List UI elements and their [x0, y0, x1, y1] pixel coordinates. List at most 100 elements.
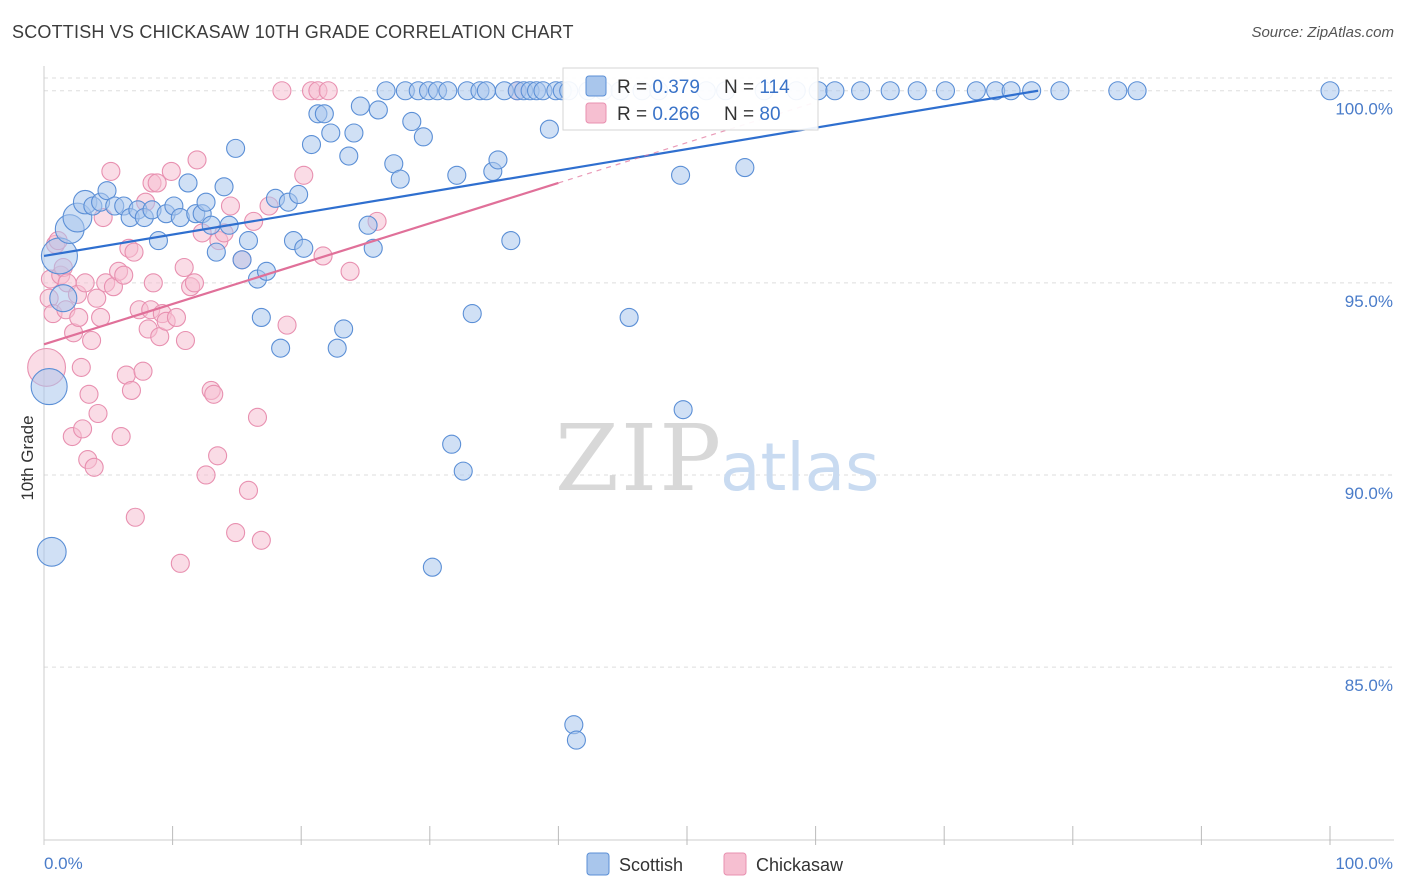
chickasaw-point	[114, 265, 134, 285]
chickasaw-point	[79, 384, 99, 404]
chickasaw-point	[226, 523, 246, 543]
chickasaw-point	[161, 161, 181, 181]
chickasaw-point	[121, 380, 141, 400]
scottish-points	[30, 81, 1340, 750]
watermark-atlas: atlas	[720, 429, 880, 506]
scottish-point	[148, 231, 169, 251]
scottish-trend-line	[43, 89, 1039, 258]
scottish-point	[321, 123, 341, 143]
scottish-point	[462, 304, 482, 324]
legend-r-value-1: 0.379	[652, 77, 700, 98]
chickasaw-point	[204, 384, 224, 404]
svg-text:R = 0.379: R = 0.379	[617, 77, 700, 98]
legend-swatch-chickasaw	[585, 102, 607, 124]
scottish-point	[363, 238, 383, 258]
chickasaw-point	[133, 361, 153, 381]
scottish-point	[447, 165, 467, 185]
chickasaw-point	[84, 457, 104, 477]
svg-text:N = 114: N = 114	[724, 77, 790, 98]
legend-n-label-2: N =	[724, 104, 759, 125]
chickasaw-point	[294, 165, 314, 185]
scottish-point	[1108, 81, 1128, 101]
chickasaw-point	[238, 480, 259, 500]
series-legend-swatch-scottish	[586, 852, 610, 876]
scottish-point	[880, 81, 900, 101]
scottish-point	[566, 730, 586, 750]
scottish-point	[413, 127, 433, 147]
scottish-point	[1320, 81, 1340, 101]
chickasaw-point	[111, 427, 131, 447]
scottish-point	[344, 123, 364, 143]
axes	[43, 66, 1394, 845]
y-tick-label: 90.0%	[1345, 484, 1393, 503]
series-legend-swatch-chickasaw	[723, 852, 747, 876]
scottish-point	[214, 177, 234, 197]
scottish-point	[1050, 81, 1070, 101]
legend-n-value-2: 80	[759, 104, 780, 125]
y-tick-label: 95.0%	[1345, 292, 1393, 311]
scottish-point	[201, 215, 221, 235]
legend-r-value-2: 0.266	[652, 104, 700, 125]
scottish-point	[907, 81, 927, 101]
scottish-point	[966, 81, 986, 101]
legend-swatch-scottish	[585, 75, 607, 97]
svg-text:R = 0.266: R = 0.266	[617, 104, 700, 125]
scottish-point	[376, 81, 396, 101]
y-tick-label: 100.0%	[1335, 100, 1393, 119]
scottish-point	[476, 81, 496, 101]
chickasaw-point	[247, 407, 268, 427]
legend-n-label-1: N =	[724, 77, 759, 98]
y-tick-label: 85.0%	[1345, 676, 1393, 695]
scottish-point	[30, 368, 68, 406]
watermark-zip: ZIP	[555, 405, 723, 512]
scottish-point	[49, 284, 78, 313]
scottish-point	[539, 119, 559, 139]
chickasaw-point	[166, 307, 187, 327]
chickasaw-point	[101, 161, 121, 181]
source-label: Source: ZipAtlas.com	[1251, 24, 1394, 41]
scottish-point	[442, 434, 462, 454]
scottish-point	[358, 215, 378, 235]
scottish-point	[178, 173, 198, 193]
scottish-point	[453, 461, 473, 481]
series-legend: Scottish Chickasaw	[586, 852, 844, 876]
chickasaw-point	[251, 530, 271, 550]
scottish-point	[422, 557, 442, 577]
chickasaw-point	[87, 288, 107, 308]
chickasaw-point	[147, 173, 167, 193]
scottish-point	[196, 192, 216, 212]
scottish-point	[390, 169, 410, 189]
scottish-point	[438, 81, 458, 101]
legend-r-label-2: R =	[617, 104, 652, 125]
scottish-point	[206, 242, 226, 262]
scottish-point	[501, 231, 521, 251]
scottish-point	[1127, 81, 1147, 101]
legend-n-value-1: 114	[759, 77, 790, 98]
chickasaw-point	[82, 330, 102, 351]
chickasaw-point	[340, 261, 360, 281]
scottish-point	[488, 150, 508, 170]
watermark: ZIP atlas	[555, 405, 880, 512]
scottish-point	[671, 165, 691, 185]
chickasaw-point	[143, 273, 163, 293]
scottish-point	[97, 181, 117, 201]
scottish-point	[238, 231, 259, 251]
chickasaw-point	[175, 330, 196, 351]
scottish-point	[327, 338, 347, 358]
scottish-point	[36, 536, 67, 567]
chickasaw-point	[277, 315, 297, 335]
chart-title: SCOTTISH VS CHICKASAW 10TH GRADE CORRELA…	[12, 22, 574, 42]
scottish-point	[673, 400, 693, 420]
tick-labels: 100.0% 95.0% 90.0% 85.0% 0.0% 100.0%	[44, 100, 1393, 873]
scottish-point	[294, 238, 314, 258]
chickasaw-point	[75, 273, 95, 293]
chickasaw-point	[174, 257, 194, 278]
chickasaw-point	[187, 150, 207, 170]
chickasaw-point	[196, 465, 216, 485]
scottish-point	[619, 307, 639, 327]
series-legend-label-scottish: Scottish	[619, 855, 683, 875]
chickasaw-point	[184, 273, 205, 293]
chickasaw-point	[208, 446, 228, 466]
scottish-point	[402, 111, 422, 132]
x-tick-label-max: 100.0%	[1335, 854, 1393, 873]
